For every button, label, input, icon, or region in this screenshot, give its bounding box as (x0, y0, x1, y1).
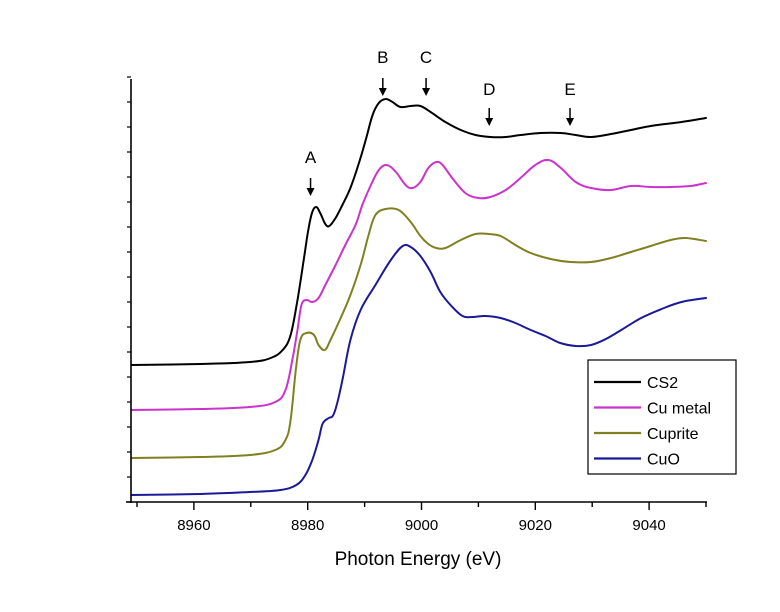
x-axis-title: Photon Energy (eV) (335, 549, 502, 570)
series-layer (130, 97, 707, 496)
x-tick-labels: 8960 8980 9000 9020 9040 (177, 517, 666, 534)
annotation-label: D (483, 80, 495, 99)
annotation-b: B (377, 48, 388, 96)
legend: CS2 Cu metal Cuprite CuO (587, 359, 737, 475)
x-tick-label: 8960 (177, 517, 210, 534)
arrow-head-icon (485, 118, 494, 126)
arrow-head-icon (566, 118, 575, 126)
series-line-cs2 (130, 97, 707, 366)
arrow-head-icon (306, 188, 315, 196)
annotation-c: C (420, 48, 432, 96)
x-tick-label: 9000 (405, 517, 438, 534)
arrow-head-icon (422, 88, 431, 96)
annotation-label: A (305, 148, 317, 167)
y-ticks (127, 76, 131, 503)
x-ticks (136, 502, 707, 510)
arrow-head-icon (378, 88, 387, 96)
series-line-cuprite (130, 207, 707, 459)
legend-entry-cs2: CS2 (594, 375, 678, 392)
legend-entry-cuo: CuO (594, 452, 680, 469)
annotation-label: C (420, 48, 432, 67)
annotation-label: B (377, 48, 388, 67)
legend-label: Cu metal (647, 401, 711, 418)
x-tick-label: 9020 (519, 517, 552, 534)
legend-entry-cu-metal: Cu metal (594, 401, 711, 418)
annotations: A B C D E (305, 48, 576, 196)
legend-label: CuO (647, 452, 680, 469)
series-line-cu-metal (130, 158, 707, 411)
legend-label: Cuprite (647, 426, 699, 443)
x-tick-label: 8980 (291, 517, 324, 534)
annotation-e: E (564, 80, 576, 126)
legend-entry-cuprite: Cuprite (594, 426, 699, 443)
annotation-d: D (483, 80, 495, 126)
legend-label: CS2 (647, 375, 678, 392)
annotation-label: E (564, 80, 575, 99)
annotation-a: A (305, 148, 317, 196)
legend-box (587, 359, 737, 475)
x-tick-label: 9040 (632, 517, 665, 534)
legend-entries: CS2 Cu metal Cuprite CuO (594, 375, 711, 469)
series-line-cuo (130, 243, 707, 496)
